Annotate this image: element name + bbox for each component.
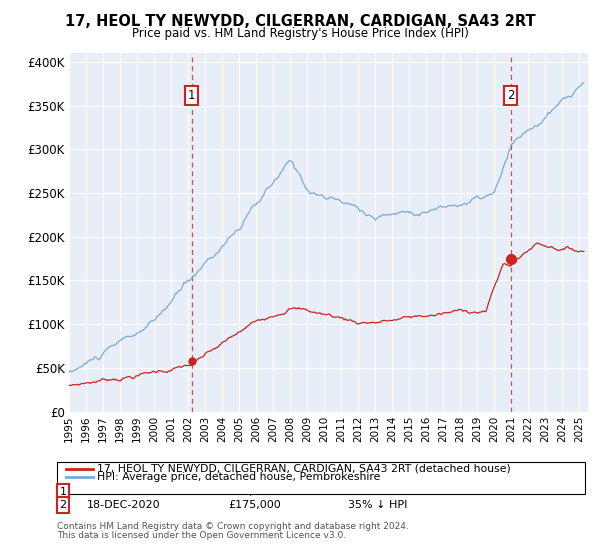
Text: HPI: Average price, detached house, Pembrokeshire: HPI: Average price, detached house, Pemb… [97,472,380,482]
Text: £57,500: £57,500 [228,487,274,497]
Text: 15-MAR-2002: 15-MAR-2002 [87,487,162,497]
Text: 1: 1 [188,88,196,102]
Text: 42% ↓ HPI: 42% ↓ HPI [348,487,407,497]
Text: 35% ↓ HPI: 35% ↓ HPI [348,500,407,510]
Text: Contains HM Land Registry data © Crown copyright and database right 2024.: Contains HM Land Registry data © Crown c… [57,522,409,531]
Text: 2: 2 [59,500,67,510]
Text: 18-DEC-2020: 18-DEC-2020 [87,500,161,510]
Text: 17, HEOL TY NEWYDD, CILGERRAN, CARDIGAN, SA43 2RT (detached house): 17, HEOL TY NEWYDD, CILGERRAN, CARDIGAN,… [97,464,511,474]
Text: Price paid vs. HM Land Registry's House Price Index (HPI): Price paid vs. HM Land Registry's House … [131,27,469,40]
Text: 1: 1 [59,487,67,497]
Text: 2: 2 [507,88,514,102]
Text: This data is licensed under the Open Government Licence v3.0.: This data is licensed under the Open Gov… [57,531,346,540]
Text: £175,000: £175,000 [228,500,281,510]
Text: 17, HEOL TY NEWYDD, CILGERRAN, CARDIGAN, SA43 2RT: 17, HEOL TY NEWYDD, CILGERRAN, CARDIGAN,… [65,14,535,29]
